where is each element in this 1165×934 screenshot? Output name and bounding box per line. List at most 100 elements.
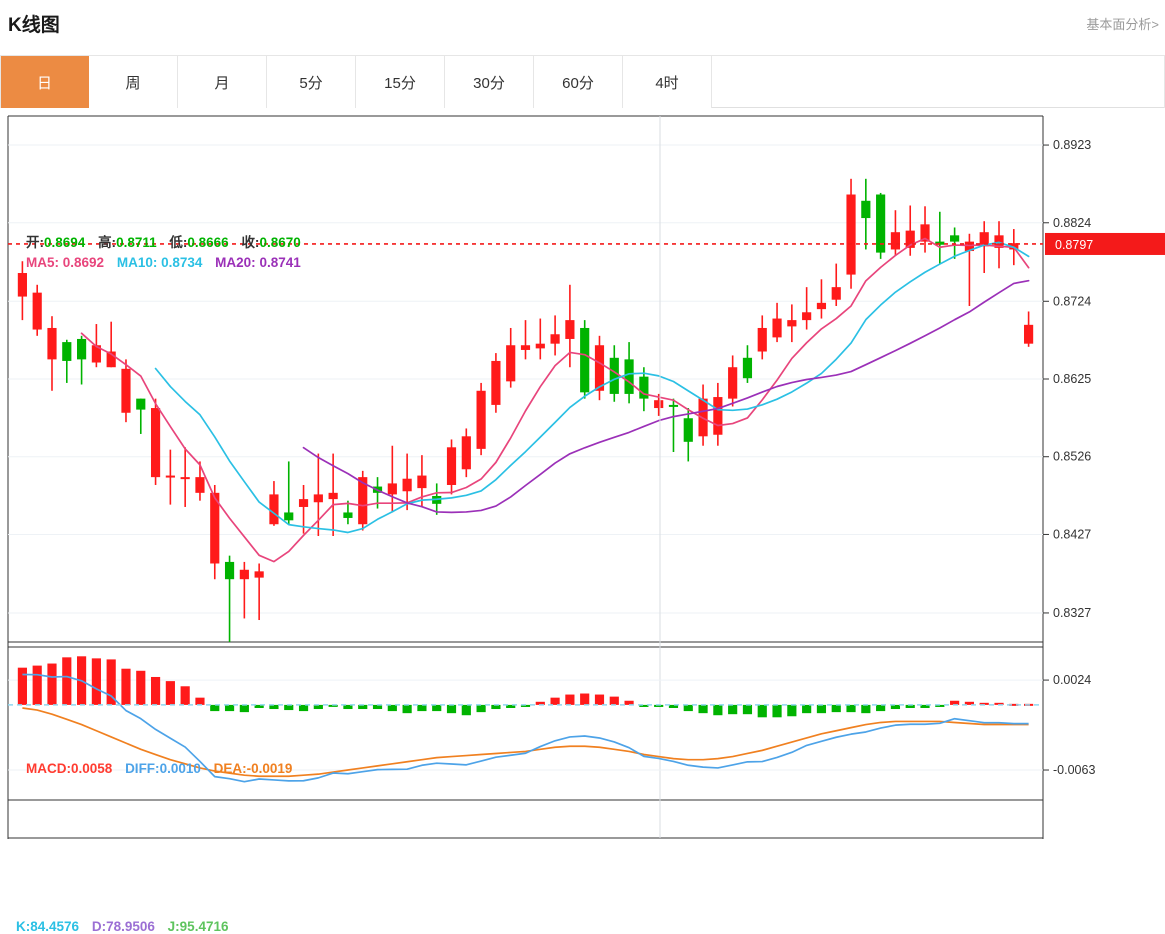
macd-histogram-bar (343, 704, 353, 710)
candle-body (654, 400, 664, 409)
macd-histogram-bar (713, 704, 723, 716)
candle-body (920, 224, 930, 242)
k-value: 84.4576 (30, 919, 80, 934)
candle-body (417, 475, 427, 489)
macd-histogram-bar (47, 663, 57, 705)
candle-body (520, 345, 531, 350)
dea-line (22, 707, 1029, 778)
macd-histogram-bar (535, 701, 545, 705)
tab-4hour[interactable]: 4时 (623, 56, 712, 108)
macd-histogram-bar (876, 704, 886, 712)
macd-histogram-bar (668, 704, 679, 708)
macd-histogram-bar (150, 676, 161, 705)
macd-histogram-bar (816, 704, 827, 714)
tab-week[interactable]: 周 (89, 56, 178, 108)
candle-body (491, 360, 501, 405)
macd-histogram-bar (506, 704, 516, 708)
d-value: 78.9506 (106, 919, 155, 934)
macd-histogram-bar (594, 694, 605, 705)
candle-body (165, 475, 175, 478)
fundamental-analysis-link[interactable]: 基本面分析> (1086, 17, 1159, 32)
macd-histogram-bar (1009, 703, 1019, 706)
candle-body (979, 232, 989, 247)
candle-body (668, 404, 679, 407)
macd-histogram-bar (17, 667, 27, 705)
candle-body (239, 569, 249, 580)
macd-histogram-bar (269, 704, 279, 710)
j-label: J: (167, 919, 180, 934)
ma10-line (154, 241, 1030, 534)
candle-body (506, 345, 516, 382)
candle-body (580, 327, 590, 393)
macd-histogram-bar (550, 697, 560, 705)
macd-histogram-bar (905, 704, 915, 708)
macd-histogram-bar (432, 704, 442, 712)
candle-body (17, 273, 27, 297)
tab-month[interactable]: 月 (178, 56, 267, 108)
candle-body (76, 338, 87, 360)
candle-body (446, 447, 457, 485)
macd-histogram-bar (491, 704, 501, 710)
candle-body (476, 390, 486, 449)
macd-histogram-bar (224, 704, 235, 712)
candle-body (964, 241, 975, 252)
macd-histogram-bar (358, 704, 368, 710)
macd-histogram-bar (979, 702, 989, 705)
macd-histogram-bar (32, 665, 42, 705)
d-label: D: (91, 919, 107, 934)
macd-histogram-bar (417, 704, 427, 712)
macd-histogram-bar (861, 704, 871, 714)
macd-histogram-bar (402, 704, 412, 714)
macd-histogram-bar (121, 668, 131, 705)
macd-histogram-bar (950, 700, 960, 705)
macd-histogram-bar (757, 704, 767, 718)
price-axis-label: 0.8824 (1053, 216, 1091, 230)
macd-histogram-bar (654, 704, 664, 707)
macd-histogram-bar (91, 658, 101, 705)
kline-canvas[interactable]: 0.8923 0.8824 0.8724 0.8625 0.8526 0.8427 0.83… (0, 108, 1165, 839)
candle-body (876, 194, 886, 253)
tab-5min[interactable]: 5分 (267, 56, 356, 108)
candle-body (328, 492, 338, 500)
k-label: K: (16, 919, 31, 934)
candle-body (224, 561, 235, 580)
candle-body (1024, 324, 1034, 344)
tab-30min[interactable]: 30分 (445, 56, 534, 108)
candle-body (565, 320, 575, 339)
candle-body (846, 194, 856, 275)
candle-body (639, 376, 649, 399)
ma5-line (80, 237, 1030, 563)
macd-histogram-bar (136, 670, 146, 705)
tab-15min[interactable]: 15分 (356, 56, 445, 108)
j-value: 95.4716 (179, 919, 229, 934)
chart-area[interactable]: 0.8923 0.8824 0.8724 0.8625 0.8526 0.8427 0.83… (0, 108, 1165, 934)
macd-histogram-bar (802, 704, 812, 714)
tab-60min[interactable]: 60分 (534, 56, 623, 108)
price-axis-label: 0.8427 (1053, 527, 1091, 541)
candle-body (210, 492, 220, 564)
macd-histogram-bar (920, 704, 930, 708)
macd-histogram-bar (476, 704, 486, 713)
candle-body (269, 494, 279, 525)
macd-histogram-bar (210, 704, 220, 712)
candle-body (298, 499, 309, 507)
price-axis-label: 0.8923 (1053, 138, 1091, 152)
candle-body (1009, 243, 1019, 250)
candle-body (772, 318, 782, 338)
current-price-badge-label: 0.8797 (1055, 238, 1093, 252)
macd-histogram-bar (639, 704, 649, 707)
candle-body (121, 368, 131, 413)
macd-histogram-bar (165, 681, 175, 705)
macd-histogram-bar (698, 704, 708, 714)
candle-body (550, 334, 560, 344)
macd-histogram-bar (772, 704, 782, 718)
page-header: K线图 基本面分析> (0, 0, 1165, 56)
kdj-legend: K:84.4576 D:78.9506 J:95.4716 (16, 919, 237, 934)
tab-day[interactable]: 日 (0, 56, 89, 108)
candle-body (535, 343, 545, 349)
macd-histogram-bar (742, 704, 753, 715)
page-title: K线图 (8, 15, 60, 36)
macd-histogram-bar (387, 704, 397, 712)
candle-body (757, 327, 767, 352)
